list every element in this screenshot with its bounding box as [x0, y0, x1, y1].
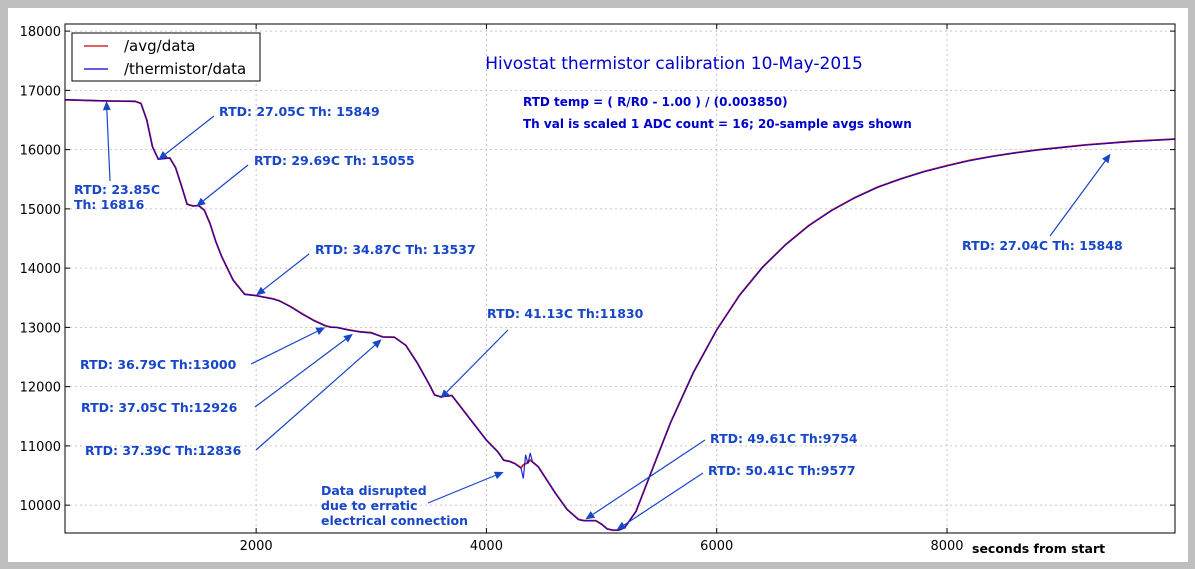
chart-title: Hivostat thermistor calibration 10-May-2… — [485, 54, 863, 74]
chart-frame: 10000 11000 12000 13000 14000 15000 16000 17000… — [8, 8, 1188, 562]
x-tick-label: 2000 — [240, 539, 273, 554]
y-tick-label: 13000 — [20, 321, 61, 336]
annotation-arrow-shaft — [262, 253, 310, 291]
annotation-27a: RTD: 27.05C Th: 15849 — [158, 104, 380, 160]
annotation-arrowhead — [315, 327, 326, 335]
annotation-label: Data disrupted — [321, 483, 427, 498]
legend-label-thermistor: /thermistor/data — [124, 60, 246, 78]
annotation-34: RTD: 34.87C Th: 13537 — [256, 242, 476, 296]
annotation-label: electrical connection — [321, 513, 468, 528]
annotation-arrow-shaft — [255, 344, 376, 451]
annotation-arrowhead — [372, 339, 382, 349]
x-tick-label: 6000 — [700, 539, 733, 554]
annotation-label: RTD: 41.13C Th:11830 — [487, 306, 644, 321]
annotation-arrow-shaft — [446, 329, 509, 393]
annotation-arrow-shaft — [164, 115, 215, 155]
x-axis-label: seconds from start — [972, 541, 1105, 556]
x-tick-label: 4000 — [470, 539, 503, 554]
y-tick-label: 14000 — [20, 262, 61, 277]
annotation-41: RTD: 41.13C Th:11830 — [440, 306, 644, 399]
annotation-label: RTD: 27.04C Th: 15848 — [962, 238, 1123, 253]
annotation-arrow-shaft — [623, 472, 704, 526]
y-tick-label: 18000 — [20, 25, 61, 40]
annotation-label: RTD: 49.61C Th:9754 — [710, 431, 858, 446]
annotation-label: RTD: 29.69C Th: 15055 — [254, 153, 415, 168]
x-tick-label: 8000 — [930, 539, 963, 554]
annotation-49: RTD: 49.61C Th:9754 — [585, 431, 858, 520]
annotation-arrow-shaft — [1049, 160, 1106, 237]
y-tick-label: 16000 — [20, 144, 61, 159]
y-tick-label: 15000 — [20, 203, 61, 218]
annotation-label: RTD: 36.79C Th:13000 — [80, 357, 237, 372]
annotation-label: due to erratic — [321, 498, 418, 513]
grid — [65, 24, 1175, 533]
annotation-arrowhead — [256, 286, 266, 296]
annotation-arrow-shaft — [592, 439, 706, 515]
legend: /avg/data /thermistor/data — [71, 32, 261, 82]
annotation-arrowhead — [440, 389, 450, 399]
annotation-arrowhead — [343, 333, 353, 343]
y-tick-label: 12000 — [20, 381, 61, 396]
axis-ticks: 10000 11000 12000 13000 14000 15000 16000 17000… — [20, 24, 1175, 554]
legend-label-avg: /avg/data — [124, 37, 195, 55]
annotation-arrow-shaft — [106, 109, 111, 182]
annotation-label: RTD: 50.41C Th:9577 — [708, 463, 856, 478]
plot-area-border — [64, 23, 1176, 534]
annotation-37a: RTD: 37.05C Th:12926 — [81, 333, 353, 415]
annotation-arrowhead — [585, 511, 596, 520]
annotation-label: RTD: 34.87C Th: 13537 — [315, 242, 476, 257]
annotation-arrow-shaft — [202, 164, 249, 202]
annotation-37b: RTD: 37.39C Th:12836 — [85, 339, 382, 458]
y-tick-label: 17000 — [20, 84, 61, 99]
y-tick-label: 11000 — [20, 440, 61, 455]
line-chart: 10000 11000 12000 13000 14000 15000 16000 17000… — [20, 23, 1176, 556]
annotation-arrowhead — [1102, 153, 1111, 164]
annotation-arrowhead — [493, 471, 504, 480]
y-tick-label: 10000 — [20, 499, 61, 514]
series-line-thermistor-data — [65, 99, 1175, 531]
series-layer — [65, 98, 1175, 532]
formula-note: RTD temp = ( R/R0 - 1.00 ) / (0.003850) — [523, 95, 788, 109]
annotation-29: RTD: 29.69C Th: 15055 — [196, 153, 415, 207]
annotation-arrowhead — [196, 197, 206, 207]
annotation-arrowhead — [102, 101, 111, 111]
annotation-label: RTD: 23.85C — [74, 182, 160, 197]
scaling-note: Th val is scaled 1 ADC count = 16; 20-sa… — [523, 117, 912, 131]
annotation-arrowhead — [616, 521, 627, 531]
annotation-arrow-shaft — [250, 330, 318, 365]
legend-box — [71, 32, 261, 82]
annotation-50: RTD: 50.41C Th:9577 — [616, 463, 856, 531]
annotation-arrow-shaft — [427, 474, 496, 504]
annotation-27b: RTD: 27.04C Th: 15848 — [962, 153, 1123, 253]
annotation-label: RTD: 27.05C Th: 15849 — [219, 104, 380, 119]
annotation-arrowhead — [158, 151, 168, 160]
annotation-label: Th: 16816 — [74, 197, 145, 212]
annotation-36: RTD: 36.79C Th:13000 — [80, 327, 326, 372]
annotation-label: RTD: 37.05C Th:12926 — [81, 400, 238, 415]
annotation-arrow-shaft — [254, 338, 347, 408]
annotation-label: RTD: 37.39C Th:12836 — [85, 443, 242, 458]
